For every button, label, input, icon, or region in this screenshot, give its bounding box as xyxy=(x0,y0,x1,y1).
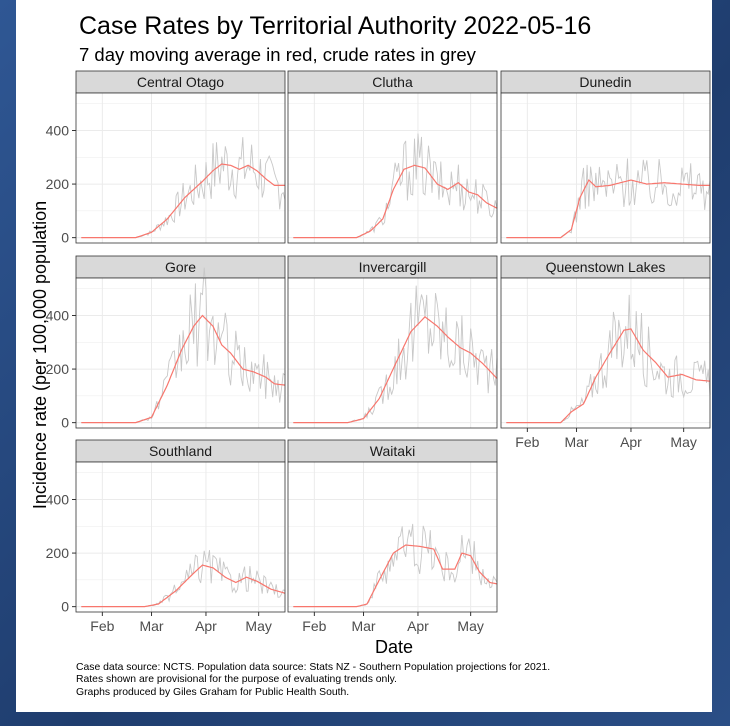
facet-label: Central Otago xyxy=(137,74,224,90)
facet-label: Gore xyxy=(165,259,196,275)
panel-border xyxy=(287,461,498,613)
y-tick-label: 200 xyxy=(46,545,70,561)
moving-average-line xyxy=(293,315,498,424)
y-tick-label: 200 xyxy=(46,361,70,377)
x-axis-title: Date xyxy=(375,637,413,657)
panel-border xyxy=(287,277,498,429)
y-tick-label: 0 xyxy=(61,230,69,246)
moving-average-line xyxy=(81,314,286,424)
panel-background xyxy=(501,278,710,428)
x-tick-label: Apr xyxy=(195,618,217,634)
x-tick-label: Mar xyxy=(564,434,588,450)
y-tick-label: 200 xyxy=(46,176,70,192)
panel-border xyxy=(500,92,711,244)
facet-label: Invercargill xyxy=(359,259,427,275)
panel-background xyxy=(501,93,710,243)
panel-border xyxy=(75,277,286,429)
facet-label: Southland xyxy=(149,443,212,459)
x-tick-label: Feb xyxy=(515,434,539,450)
y-tick-label: 400 xyxy=(46,492,70,508)
x-tick-label: Apr xyxy=(620,434,642,450)
caption-line: Case data source: NCTS. Population data … xyxy=(76,662,551,673)
panel-background xyxy=(288,93,497,243)
moving-average-line xyxy=(506,179,710,239)
caption-line: Rates shown are provisional for the purp… xyxy=(76,674,397,686)
y-tick-label: 400 xyxy=(46,123,70,139)
y-tick-label: 0 xyxy=(61,599,69,615)
x-tick-label: May xyxy=(670,434,696,450)
y-tick-label: 0 xyxy=(61,415,69,431)
chart-title: Case Rates by Territorial Authority 2022… xyxy=(79,12,592,40)
panel-border xyxy=(287,92,498,244)
caption-line: Graphs produced by Giles Graham for Publ… xyxy=(76,686,350,698)
x-tick-label: Mar xyxy=(139,618,163,634)
panel-background xyxy=(288,278,497,428)
x-tick-label: Mar xyxy=(351,618,375,634)
facet-label: Queenstown Lakes xyxy=(546,259,666,275)
y-axis-title: Incidence rate (per 100,000 population xyxy=(30,201,50,509)
moving-average-line xyxy=(506,328,711,424)
caption: Case data source: NCTS. Population data … xyxy=(76,662,550,699)
moving-average-line xyxy=(81,163,285,239)
panel-background xyxy=(76,462,285,612)
panel-border xyxy=(500,277,711,429)
facet-label: Waitaki xyxy=(370,443,415,459)
x-tick-label: Feb xyxy=(90,618,114,634)
facet-label: Clutha xyxy=(372,74,413,90)
figure-frame: Case Rates by Territorial Authority 2022… xyxy=(16,0,712,712)
x-tick-label: Apr xyxy=(407,618,429,634)
x-tick-label: May xyxy=(457,618,483,634)
moving-average-line xyxy=(293,544,498,608)
moving-average-line xyxy=(293,164,498,239)
x-tick-label: May xyxy=(245,618,271,634)
moving-average-line xyxy=(81,564,286,608)
panel-border xyxy=(75,92,286,244)
facet-label: Dunedin xyxy=(579,74,631,90)
facet-chart: Central Otago 0 200 400 Clutha Dunedin Gore 0 20… xyxy=(30,70,711,657)
x-tick-label: Feb xyxy=(302,618,326,634)
chart-subtitle: 7 day moving average in red, crude rates… xyxy=(79,44,476,65)
panel-border xyxy=(75,461,286,613)
y-tick-label: 400 xyxy=(46,308,70,324)
panel-background xyxy=(288,462,497,612)
